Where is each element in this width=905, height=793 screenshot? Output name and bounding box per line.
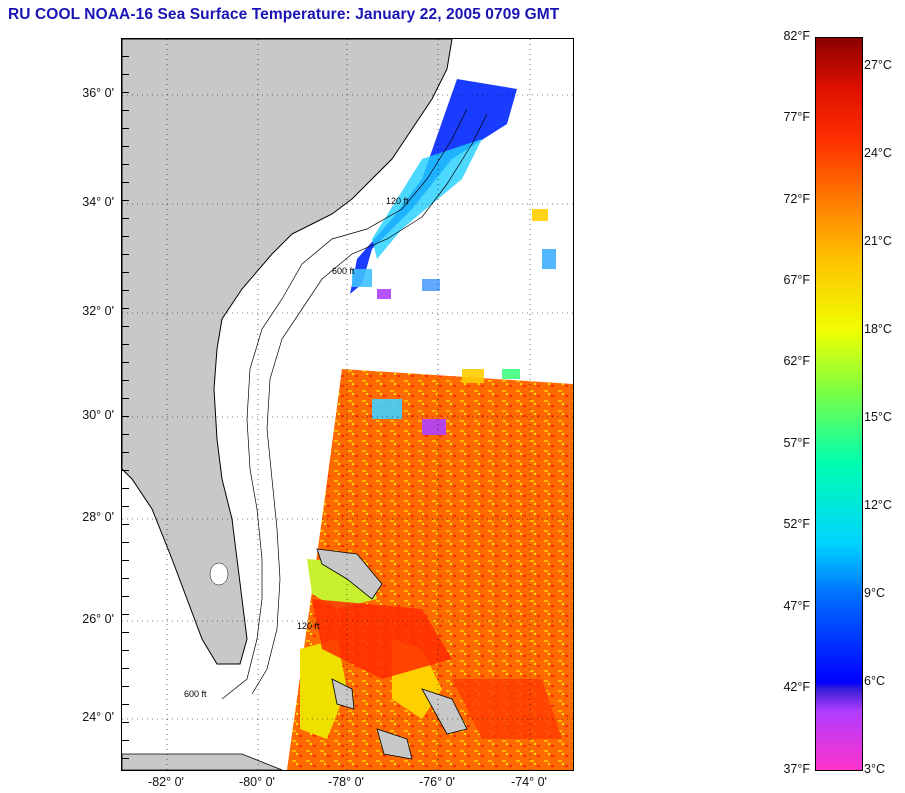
cuba-coast [122,753,283,770]
temperature-colorbar [815,37,863,771]
latitude-label: 30° 0' [82,408,114,422]
colorbar-fahrenheit-label: 57°F [783,436,810,450]
map-canvas: 120 ft 600 ft 120 ft 600 ft [122,39,573,770]
latitude-label: 32° 0' [82,304,114,318]
contour-label: 600 ft [332,266,355,276]
longitude-label: -82° 0' [148,775,184,789]
longitude-label: -78° 0' [328,775,364,789]
colorbar-fahrenheit-label: 47°F [783,599,810,613]
contour-label: 120 ft [297,621,320,631]
colorbar-celsius-label: 24°C [864,146,892,160]
colorbar-celsius-label: 15°C [864,410,892,424]
contour-label: 120 ft [386,196,409,206]
bank-patch [300,639,347,739]
bahamas-islands [316,548,468,760]
lake-okeechobee [209,562,229,586]
sst-map: 120 ft 600 ft 120 ft 600 ft [121,38,574,771]
latitude-label: 36° 0' [82,86,114,100]
latitude-label: 28° 0' [82,510,114,524]
cool-water-region [372,139,482,259]
colorbar-celsius-label: 27°C [864,58,892,72]
colorbar-fahrenheit-label: 42°F [783,680,810,694]
colorbar-fahrenheit-label: 82°F [783,29,810,43]
latitude-label: 26° 0' [82,612,114,626]
colorbar-fahrenheit-label: 67°F [783,273,810,287]
colorbar-fahrenheit-label: 62°F [783,354,810,368]
latitude-label: 34° 0' [82,195,114,209]
page-title: RU COOL NOAA-16 Sea Surface Temperature:… [8,6,560,23]
land-mass-southeast-us [122,39,453,665]
cloud-edge-patches [352,209,556,435]
warm-water-region [287,369,573,770]
colorbar-fahrenheit-label: 37°F [783,762,810,776]
colorbar-celsius-label: 3°C [864,762,885,776]
tick-marks-left [121,38,129,769]
longitude-label: -76° 0' [419,775,455,789]
colorbar-celsius-label: 9°C [864,586,885,600]
latitude-label: 24° 0' [82,710,114,724]
colorbar-celsius-label: 12°C [864,498,892,512]
colorbar-fahrenheit-label: 52°F [783,517,810,531]
colorbar-fahrenheit-label: 77°F [783,110,810,124]
bathymetry-contours [221,108,488,700]
colorbar-celsius-label: 6°C [864,674,885,688]
cool-water-region [350,79,517,294]
colorbar-celsius-label: 18°C [864,322,892,336]
hot-region [452,679,562,739]
colorbar-fahrenheit-label: 72°F [783,192,810,206]
longitude-label: -74° 0' [511,775,547,789]
colorbar-celsius-label: 21°C [864,234,892,248]
contour-label: 600 ft [184,689,207,699]
graticule [122,39,573,770]
longitude-label: -80° 0' [239,775,275,789]
